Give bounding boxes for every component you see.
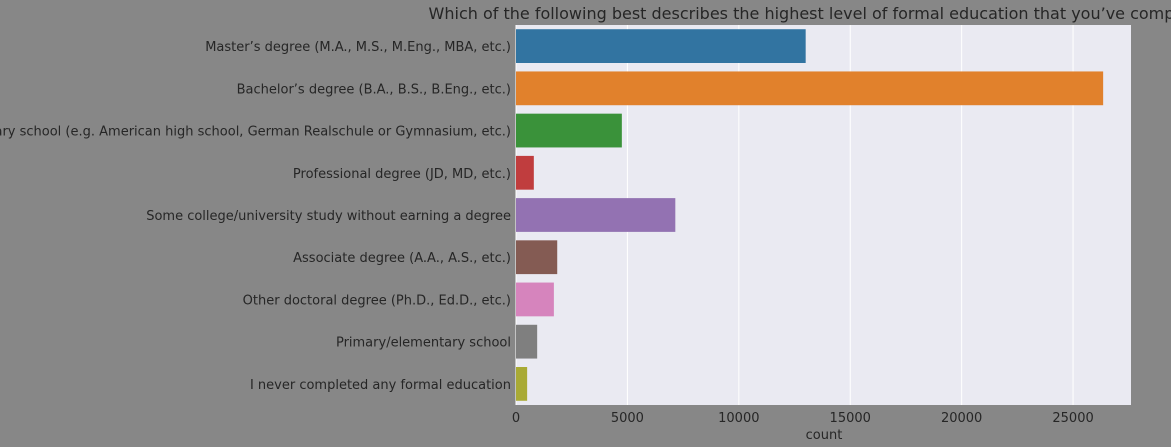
- x-tick-label: 15000: [830, 411, 871, 426]
- category-label: Associate degree (A.A., A.S., etc.): [293, 251, 511, 266]
- bar: [516, 155, 534, 190]
- category-label: Bachelor’s degree (B.A., B.S., B.Eng., e…: [237, 82, 511, 97]
- category-labels: Master’s degree (M.A., M.S., M.Eng., MBA…: [0, 40, 511, 393]
- bar: [516, 282, 554, 317]
- category-label: Professional degree (JD, MD, etc.): [293, 167, 511, 182]
- x-tick-label: 10000: [718, 411, 759, 426]
- bar: [516, 113, 622, 148]
- bar: [516, 367, 528, 401]
- bar: [516, 324, 538, 359]
- category-label: Other doctoral degree (Ph.D., Ed.D., etc…: [243, 293, 511, 308]
- bar: [516, 198, 676, 232]
- bars: [516, 29, 1104, 401]
- x-tick-label: 25000: [1052, 411, 1093, 426]
- category-label: Master’s degree (M.A., M.S., M.Eng., MBA…: [205, 40, 511, 55]
- bar: [516, 29, 806, 63]
- bar: [516, 71, 1104, 106]
- x-axis-label: count: [806, 428, 843, 443]
- x-tick-label: 5000: [611, 411, 644, 426]
- x-tick-label: 0: [512, 411, 520, 426]
- category-label: Primary/elementary school: [336, 336, 511, 351]
- category-label: Some college/university study without ea…: [146, 209, 511, 224]
- chart-title: Which of the following best describes th…: [429, 4, 1171, 23]
- x-tick-label: 20000: [941, 411, 982, 426]
- x-tick-labels: 0 5000 10000 15000 20000 25000: [512, 411, 1094, 426]
- bar: [516, 240, 558, 275]
- category-label: I never completed any formal education: [250, 378, 511, 393]
- category-label: Secondary school (e.g. American high sch…: [0, 125, 511, 140]
